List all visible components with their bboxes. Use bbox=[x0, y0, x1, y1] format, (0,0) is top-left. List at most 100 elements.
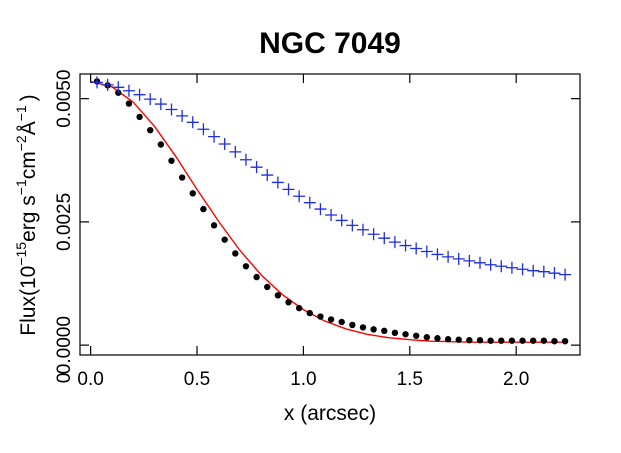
x-axis: 0.0 0.5 1.0 1.5 2.0 bbox=[77, 74, 529, 390]
y-tick-label: 0.0050 bbox=[54, 70, 75, 128]
data-point-plus bbox=[516, 263, 529, 276]
data-point-dot bbox=[423, 334, 431, 341]
data-point-plus bbox=[378, 232, 391, 245]
data-point-plus bbox=[463, 254, 476, 267]
y-bottom-tick-label: 0 bbox=[54, 373, 75, 384]
y-tick-label: 0.0000 bbox=[54, 316, 75, 374]
model-fit-line bbox=[90, 80, 566, 343]
data-point-dot bbox=[125, 100, 133, 107]
data-point-plus bbox=[91, 76, 104, 89]
data-point-dot bbox=[338, 318, 345, 326]
data-point-dot bbox=[476, 337, 484, 344]
x-tick-label: 0.0 bbox=[77, 369, 103, 390]
data-point-dot bbox=[317, 313, 324, 320]
data-point-dot bbox=[168, 157, 175, 164]
data-point-plus bbox=[505, 261, 518, 274]
data-point-dot bbox=[498, 337, 505, 344]
data-point-plus bbox=[335, 214, 348, 227]
data-point-plus bbox=[250, 161, 263, 174]
data-point-plus bbox=[122, 84, 135, 97]
x-tick-label: 0.5 bbox=[184, 369, 210, 390]
data-point-dot bbox=[221, 236, 228, 243]
data-point-plus bbox=[112, 81, 125, 94]
data-point-dot bbox=[242, 263, 250, 270]
data-point-dot bbox=[327, 316, 335, 323]
data-point-plus bbox=[218, 138, 231, 151]
x-tick-label: 2.0 bbox=[503, 369, 529, 390]
chart-title: NGC 7049 bbox=[259, 27, 401, 60]
data-point-dot bbox=[540, 337, 548, 344]
data-point-plus bbox=[154, 98, 167, 111]
data-point-plus bbox=[356, 223, 369, 236]
data-point-dot bbox=[551, 337, 558, 345]
x-tick-label: 1.0 bbox=[290, 369, 316, 390]
data-point-plus bbox=[452, 252, 465, 265]
data-point-plus bbox=[271, 176, 284, 189]
data-point-dot bbox=[391, 329, 399, 337]
data-point-plus bbox=[474, 256, 486, 269]
data-point-plus bbox=[101, 78, 114, 91]
data-point-dot bbox=[285, 299, 292, 306]
y-axis-label: Flux(10−15erg s−1cm−2Å−1) bbox=[13, 94, 40, 335]
data-point-plus bbox=[527, 264, 540, 277]
data-point-dot bbox=[434, 335, 441, 342]
data-point-plus bbox=[165, 103, 178, 116]
x-tick-label: 1.5 bbox=[397, 369, 423, 390]
data-point-dot bbox=[232, 250, 239, 257]
y-axis: 0.0000 0.0025 0.0050 bbox=[54, 70, 580, 374]
data-point-dot bbox=[402, 331, 409, 338]
data-point-dot bbox=[529, 337, 537, 344]
data-point-dot bbox=[508, 337, 516, 344]
data-point-plus bbox=[144, 93, 157, 106]
y-tick-label: 0.0025 bbox=[54, 193, 75, 251]
data-point-dot bbox=[253, 273, 260, 281]
data-point-dot bbox=[178, 174, 186, 181]
data-point-plus bbox=[388, 236, 401, 249]
data-point-dot bbox=[444, 336, 452, 343]
data-point-dot bbox=[359, 324, 367, 331]
data-point-dot bbox=[210, 222, 218, 229]
data-point-plus bbox=[314, 203, 327, 216]
data-point-dot bbox=[306, 309, 313, 317]
data-point-plus bbox=[484, 258, 497, 271]
data-point-plus bbox=[537, 265, 550, 278]
plot-frame bbox=[79, 73, 581, 356]
data-point-dot bbox=[370, 326, 377, 333]
data-point-plus bbox=[303, 196, 316, 209]
data-point-dot bbox=[157, 141, 165, 148]
data-point-dot bbox=[147, 127, 154, 134]
series-layer bbox=[90, 76, 572, 345]
data-point-plus bbox=[229, 145, 242, 158]
data-point-plus bbox=[197, 123, 210, 136]
data-point-plus bbox=[325, 208, 338, 221]
data-point-plus bbox=[261, 169, 274, 182]
data-point-dot bbox=[466, 337, 473, 344]
data-point-dot bbox=[295, 304, 303, 312]
data-point-plus bbox=[559, 268, 572, 281]
data-point-dot bbox=[136, 113, 143, 121]
data-point-plus bbox=[133, 88, 146, 101]
data-point-plus bbox=[548, 267, 561, 280]
data-point-plus bbox=[367, 228, 380, 241]
data-point-plus bbox=[282, 183, 295, 196]
data-point-dot bbox=[349, 321, 356, 329]
data-point-dot bbox=[412, 332, 420, 339]
data-point-plus bbox=[346, 219, 359, 232]
data-point-dot bbox=[189, 190, 196, 197]
data-point-plus bbox=[442, 250, 455, 263]
data-point-dot bbox=[264, 283, 271, 291]
data-point-dot bbox=[561, 337, 569, 345]
data-point-plus bbox=[495, 260, 508, 273]
x-axis-label: x (arcsec) bbox=[284, 402, 376, 425]
data-point-dot bbox=[487, 337, 494, 344]
data-point-plus bbox=[208, 130, 221, 143]
data-point-plus bbox=[239, 153, 252, 166]
data-point-plus bbox=[431, 248, 444, 261]
data-point-plus bbox=[186, 116, 199, 129]
data-point-dot bbox=[455, 336, 462, 343]
data-point-plus bbox=[399, 239, 412, 252]
data-point-dot bbox=[200, 205, 207, 213]
data-point-dot bbox=[519, 337, 526, 344]
data-point-dot bbox=[274, 292, 282, 299]
